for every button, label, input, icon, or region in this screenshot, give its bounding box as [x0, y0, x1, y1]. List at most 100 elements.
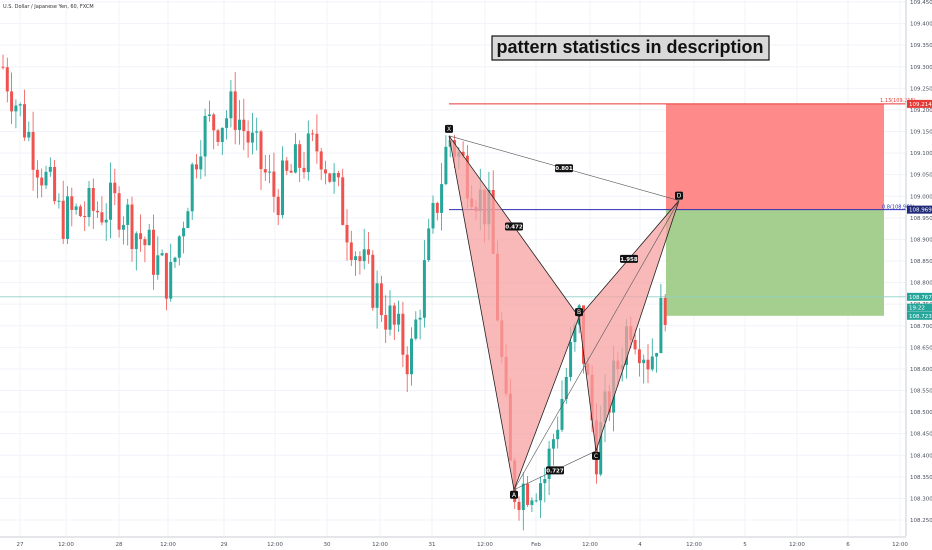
price-tick-label: 109.150	[910, 130, 932, 136]
point-label-bg	[675, 191, 683, 200]
candle-down	[315, 133, 319, 152]
candle-up	[160, 253, 164, 256]
point-label-bg	[445, 124, 453, 133]
candle-up	[281, 160, 284, 216]
ratio-label-text: 0.472	[505, 224, 523, 230]
candle-down	[461, 151, 465, 156]
candle-up	[444, 146, 448, 185]
candle-up	[362, 249, 366, 262]
candle-down	[100, 212, 104, 223]
candle-down	[61, 200, 65, 239]
candle-up	[147, 229, 151, 246]
stop-price-tag: 109.214	[907, 99, 932, 108]
banner: pattern statistics in description	[491, 35, 770, 61]
candle-down	[384, 315, 388, 330]
candle-down	[78, 206, 82, 217]
candle-up	[126, 204, 130, 225]
point-label-c: C	[592, 451, 600, 460]
target-price-tag-text: 108.723	[909, 314, 932, 320]
candle-up	[521, 483, 525, 510]
candle-down	[298, 144, 302, 168]
time-tick-label: 31	[429, 542, 436, 548]
price-tick-label: 108.950	[910, 216, 932, 222]
candle-down	[5, 67, 9, 92]
time-tick-label: 6	[846, 542, 850, 548]
time-tick-label: 4	[638, 542, 642, 548]
candle-down	[35, 169, 39, 178]
candle-up	[599, 422, 603, 475]
candle-up	[564, 376, 568, 400]
trade-zones: 1.13(109.215) 0.8(108.969)	[0, 98, 916, 316]
candle-up	[190, 164, 194, 212]
candle-down	[289, 170, 293, 173]
candle-up	[543, 478, 547, 484]
time-tick-label: 12:00	[789, 542, 805, 548]
stop-price-tag-bg	[907, 99, 932, 108]
price-tick-label: 108.500	[910, 410, 932, 416]
point-label-x: X	[445, 124, 453, 133]
candle-down	[285, 160, 289, 171]
price-axis[interactable]: 108.250 108.300 108.350 108.400 108.450 108.5…	[905, 0, 932, 536]
candle-up	[306, 133, 310, 173]
candles	[1, 54, 667, 531]
price-tick-label: 108.700	[910, 324, 932, 330]
price-tick-label: 108.600	[910, 367, 932, 373]
candle-up	[410, 338, 413, 375]
candle-down	[302, 167, 306, 173]
point-label-b: B	[575, 308, 583, 317]
entry-price-tag-bg	[907, 205, 932, 214]
pattern-triangle-xab	[448, 135, 580, 492]
time-tick-label: 12:00	[372, 542, 388, 548]
price-tick-label: 109.300	[910, 65, 932, 71]
candle-down	[40, 177, 44, 186]
candle-up	[655, 353, 659, 357]
candle-up	[573, 324, 577, 343]
ratio-label: 0.472	[505, 222, 523, 231]
candle-down	[646, 359, 650, 370]
candle-down	[164, 253, 168, 299]
price-tick-label: 109.450	[910, 0, 932, 6]
point-label-text: X	[447, 126, 451, 133]
candle-up	[539, 483, 542, 501]
candle-up	[27, 132, 31, 138]
time-tick-label: 12:00	[58, 542, 74, 548]
harmonic-pattern: X A B C D 0.472 0.801 0.727 1.958	[445, 124, 683, 499]
time-tick-label: 30	[324, 542, 331, 548]
countdown-tag: 19:22	[907, 303, 932, 312]
price-tick-label: 109.200	[910, 108, 932, 114]
candle-up	[203, 115, 207, 157]
candle-down	[371, 254, 375, 308]
price-tick-label: 108.800	[910, 281, 932, 287]
candle-up	[177, 236, 181, 258]
candle-down	[367, 249, 370, 255]
last-price-tag: 108.767	[907, 292, 932, 301]
candle-down	[130, 204, 134, 250]
candle-down	[637, 349, 641, 364]
candle-up	[169, 261, 173, 299]
candle-down	[1, 66, 5, 68]
point-label-text: C	[594, 453, 598, 460]
entry-price-tag-text: 108.969	[909, 208, 932, 214]
last-price-tag-text: 108.767	[909, 295, 932, 301]
candle-up	[87, 187, 91, 218]
countdown-tag-bg	[907, 303, 932, 312]
candle-down	[405, 354, 409, 375]
entry-level-label: 0.8(108.969)	[882, 205, 915, 211]
price-tick-label: 108.900	[910, 237, 932, 243]
candle-up	[104, 219, 108, 223]
candle-down	[276, 196, 280, 216]
candle-up	[551, 439, 555, 449]
time-tick-label: Feb	[531, 542, 541, 548]
countdown-tag-text: 19:22	[909, 306, 925, 312]
point-label-bg	[575, 308, 583, 317]
time-axis[interactable]: 27 12:00 28 12:00 29 12:00 30 12:00 31 12:00 Feb 12…	[0, 536, 908, 548]
time-tick-label: 12:00	[582, 542, 598, 548]
candle-up	[238, 119, 241, 131]
candle-up	[109, 182, 112, 220]
ratio-label-bg	[546, 466, 564, 475]
banner-text: pattern statistics in description	[496, 37, 763, 57]
candle-up	[186, 211, 190, 229]
candle-up	[293, 144, 297, 173]
time-tick-label: 5	[743, 542, 747, 548]
